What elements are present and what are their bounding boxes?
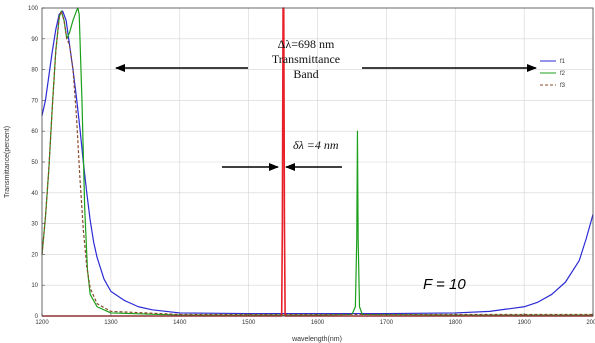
series-line-f3 — [41, 10, 593, 316]
x-tick-label: 1700 — [380, 320, 394, 326]
y-tick-label: 20 — [31, 252, 38, 258]
legend-label-f2: f2 — [560, 71, 566, 77]
band-label-delta: Δλ=698 nm — [278, 37, 335, 51]
legend: f1 f2 f3 — [540, 59, 566, 89]
y-axis-title: Transmittance(percent) — [4, 126, 11, 198]
legend-label-f3: f3 — [560, 83, 566, 89]
x-tick-label: 1200 — [35, 320, 49, 326]
band-label-band: Band — [293, 67, 318, 81]
delta-lambda-label: δλ =4 nm — [293, 138, 339, 152]
grid-lines — [42, 8, 593, 316]
x-tick-label: 1900 — [517, 320, 531, 326]
y-tick-label: 50 — [31, 160, 38, 166]
x-tick-label: 1600 — [311, 320, 325, 326]
y-tick-label: 80 — [31, 68, 38, 74]
series-layer — [41, 7, 594, 317]
band-label-transmittance: Transmittance — [272, 52, 340, 66]
x-axis-title: wavelength(nm) — [291, 336, 342, 343]
y-tick-label: 40 — [31, 191, 38, 197]
x-tick-label: 1500 — [242, 320, 256, 326]
y-tick-label: 30 — [31, 222, 38, 228]
y-tick-label: 10 — [31, 283, 38, 289]
finesse-label: F = 10 — [423, 276, 466, 293]
y-tick-label: 70 — [31, 98, 38, 104]
legend-label-f1: f1 — [560, 59, 566, 65]
x-tick-label: 1400 — [173, 320, 187, 326]
x-tick-label: 1800 — [449, 320, 463, 326]
y-tick-label: 60 — [31, 129, 38, 135]
y-tick-label: 0 — [35, 314, 39, 320]
x-tick-label: 1300 — [104, 320, 118, 326]
y-tick-label: 90 — [31, 37, 38, 43]
y-tick-label: 100 — [28, 6, 39, 12]
